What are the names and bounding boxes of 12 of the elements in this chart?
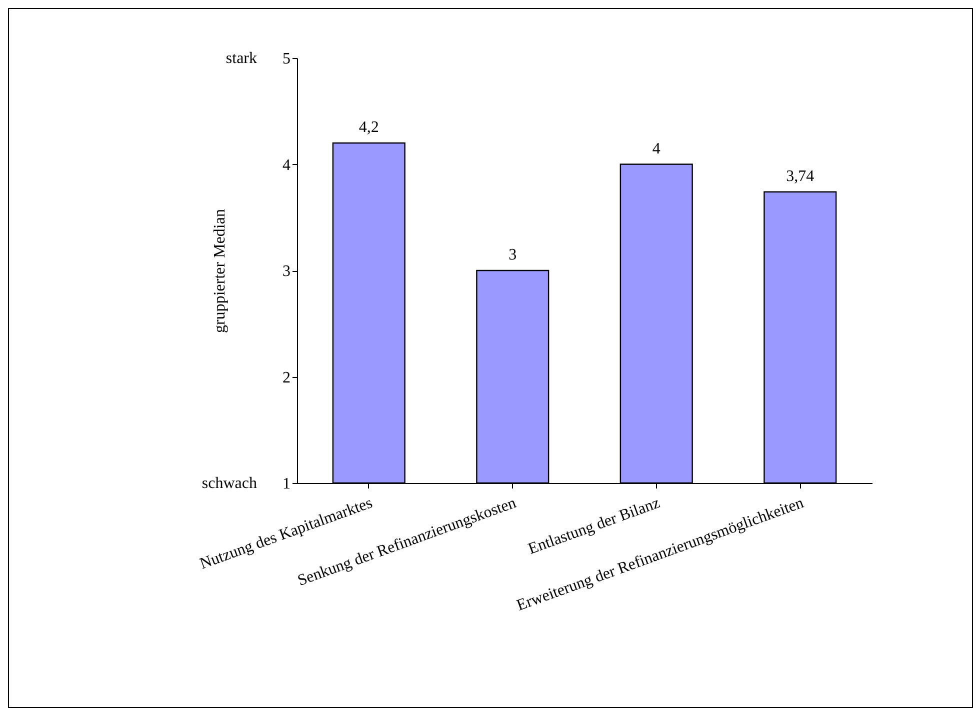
y-tick-label: 2: [282, 369, 290, 386]
y-tick-label: 5: [282, 50, 290, 68]
text: schwach: [202, 475, 257, 492]
y-axis-title: gruppierter Median: [212, 209, 228, 333]
data-label: 3,74: [786, 168, 814, 185]
data-label: 4: [652, 140, 660, 158]
y-tick-label: 4: [282, 156, 290, 174]
text: stark: [226, 50, 257, 67]
data-label: 4,2: [358, 119, 379, 136]
data-label: 3: [508, 246, 517, 264]
y-tick-label: 1: [282, 476, 290, 492]
y-tick-label: 3: [282, 263, 290, 280]
